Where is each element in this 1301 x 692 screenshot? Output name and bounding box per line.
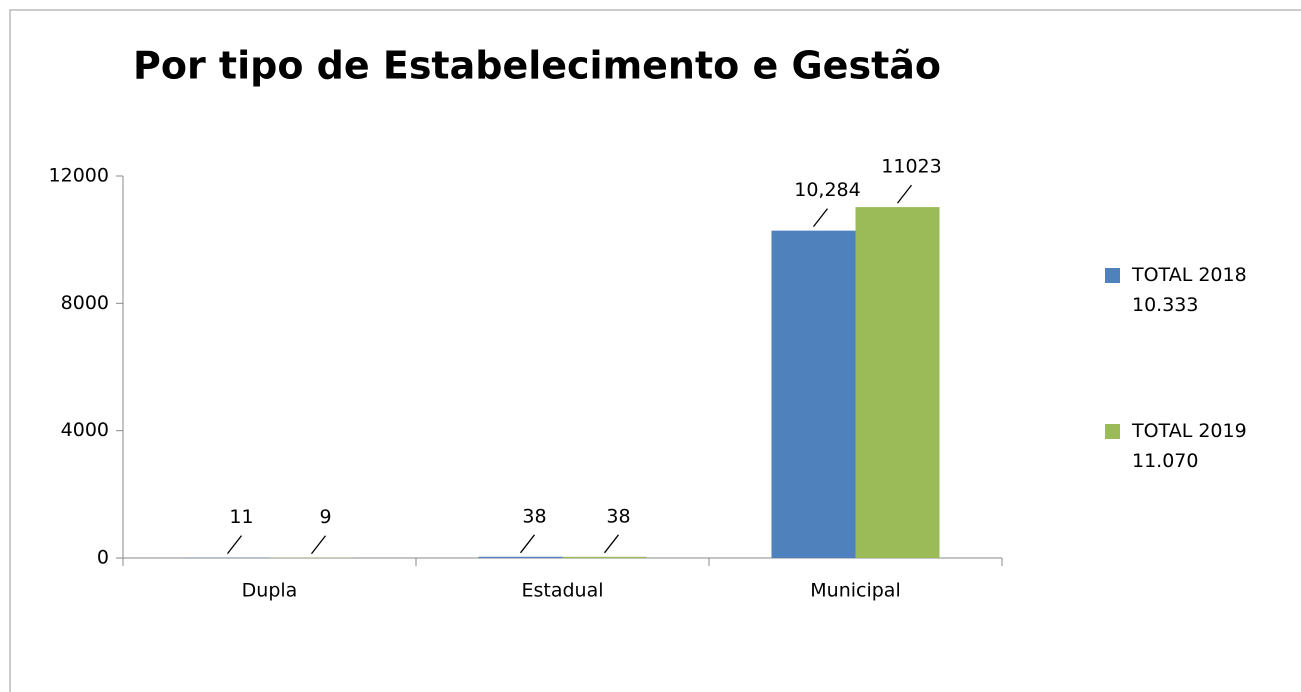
y-tick-label: 12000: [49, 165, 109, 187]
x-tick-label: Estadual: [521, 580, 603, 602]
legend-label: TOTAL 2018 10.333: [1132, 264, 1247, 316]
chart-title: Por tipo de Estabelecimento e Gestão: [133, 44, 941, 88]
data-label: 38: [606, 505, 630, 527]
legend-label: TOTAL 2019 11.070: [1132, 420, 1247, 472]
leader-line: [310, 535, 327, 555]
bar: [855, 207, 940, 558]
data-label: 38: [522, 505, 546, 527]
bar: [562, 556, 647, 558]
bar: [771, 230, 856, 558]
x-tick-label: Dupla: [242, 580, 298, 602]
data-label: 10,284: [794, 179, 860, 201]
y-tick-label: 0: [97, 547, 109, 569]
data-label: 11: [229, 506, 253, 528]
y-tick-label: 4000: [61, 419, 109, 441]
bar: [478, 556, 563, 558]
leader-line: [226, 535, 243, 555]
leader-line: [603, 534, 620, 554]
x-tick-label: Municipal: [810, 580, 900, 602]
legend-swatch: [1105, 268, 1120, 283]
y-tick-label: 8000: [61, 292, 109, 314]
legend-swatch: [1105, 424, 1120, 439]
data-label: 11023: [881, 156, 941, 178]
leader-line: [519, 534, 536, 554]
data-label: 9: [319, 506, 331, 528]
leader-line: [812, 208, 829, 228]
leader-line: [896, 184, 913, 204]
chart-frame: [9, 9, 1301, 692]
